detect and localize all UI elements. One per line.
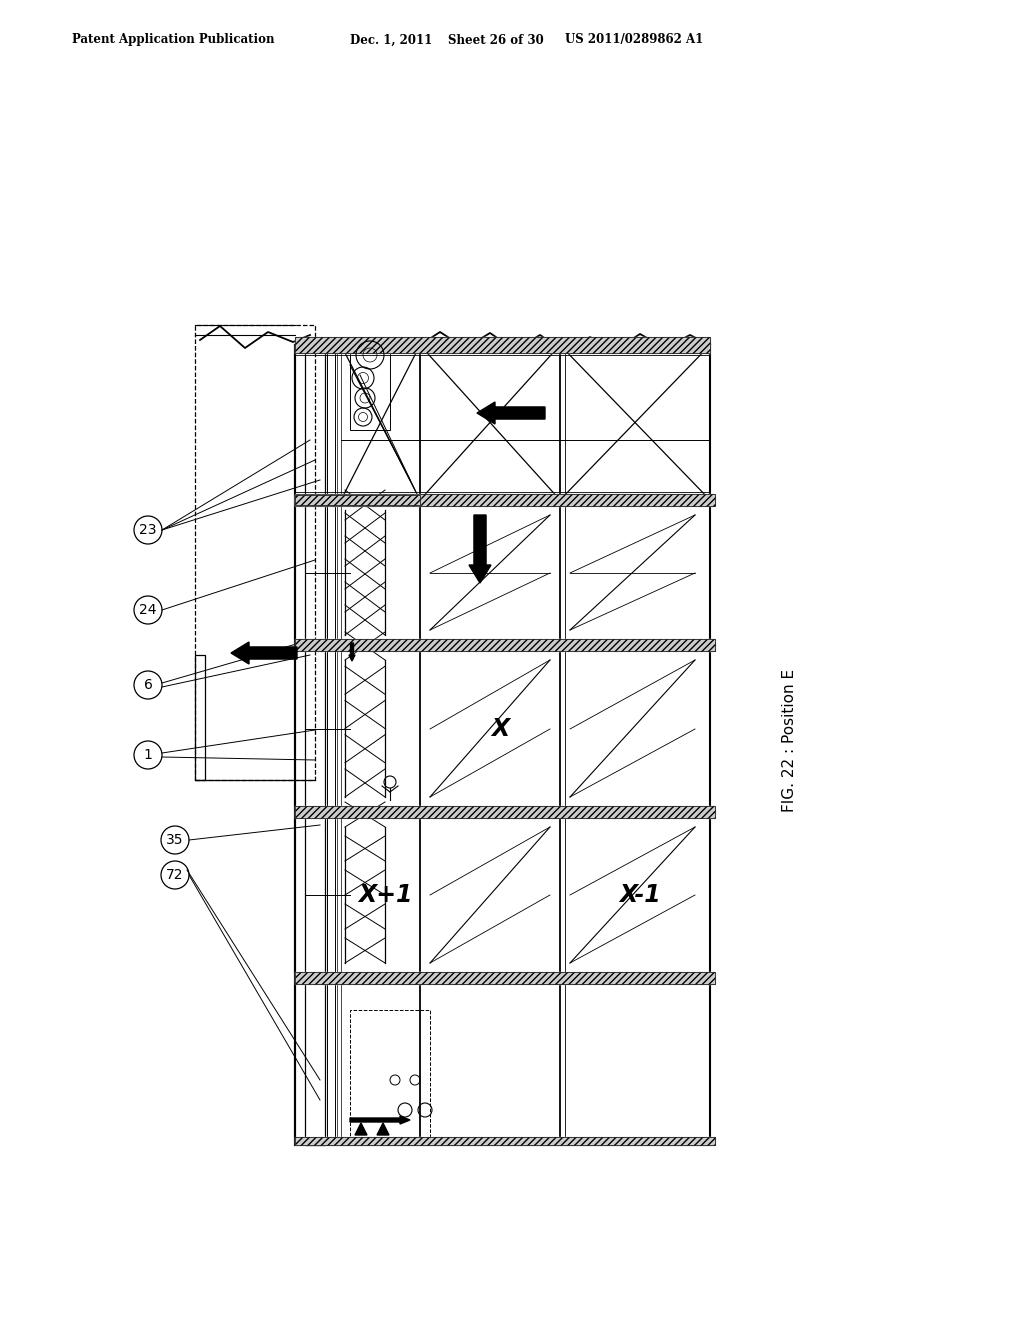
Text: Sheet 26 of 30: Sheet 26 of 30 (449, 33, 544, 46)
Bar (295, 807, 715, 818)
Text: X+1: X+1 (357, 883, 413, 907)
FancyArrow shape (469, 515, 490, 583)
Bar (295, 807, 715, 818)
Bar (295, 972, 715, 983)
Bar (350, 341, 390, 430)
Bar (295, 494, 715, 506)
Bar (350, 1010, 430, 1140)
Polygon shape (355, 1123, 367, 1135)
Text: 23: 23 (139, 523, 157, 537)
Polygon shape (377, 1123, 389, 1135)
Text: X-1: X-1 (620, 883, 660, 907)
Bar (295, 345, 710, 1144)
Text: Patent Application Publication: Patent Application Publication (72, 33, 274, 46)
FancyArrow shape (477, 403, 545, 424)
Bar (305, 345, 325, 1144)
Bar (295, 495, 420, 506)
FancyArrow shape (350, 1115, 410, 1125)
FancyArrow shape (349, 643, 355, 661)
Text: 35: 35 (166, 833, 183, 847)
Bar (295, 1137, 715, 1144)
Text: 6: 6 (143, 678, 153, 692)
Bar (295, 337, 710, 352)
Text: 72: 72 (166, 869, 183, 882)
Text: 1: 1 (143, 748, 153, 762)
Text: 24: 24 (139, 603, 157, 616)
Bar (295, 494, 715, 506)
Text: FIG. 22 : Position E: FIG. 22 : Position E (782, 668, 798, 812)
Bar (295, 495, 420, 506)
Text: Dec. 1, 2011: Dec. 1, 2011 (350, 33, 432, 46)
Bar (295, 337, 710, 352)
Bar (195, 655, 205, 780)
Bar (295, 972, 715, 983)
Bar (327, 345, 335, 1144)
Text: US 2011/0289862 A1: US 2011/0289862 A1 (565, 33, 703, 46)
Bar (295, 639, 715, 651)
Bar (195, 325, 315, 780)
FancyArrow shape (231, 642, 297, 664)
Bar (295, 639, 715, 651)
Text: X: X (490, 717, 509, 741)
Bar (295, 1137, 715, 1144)
